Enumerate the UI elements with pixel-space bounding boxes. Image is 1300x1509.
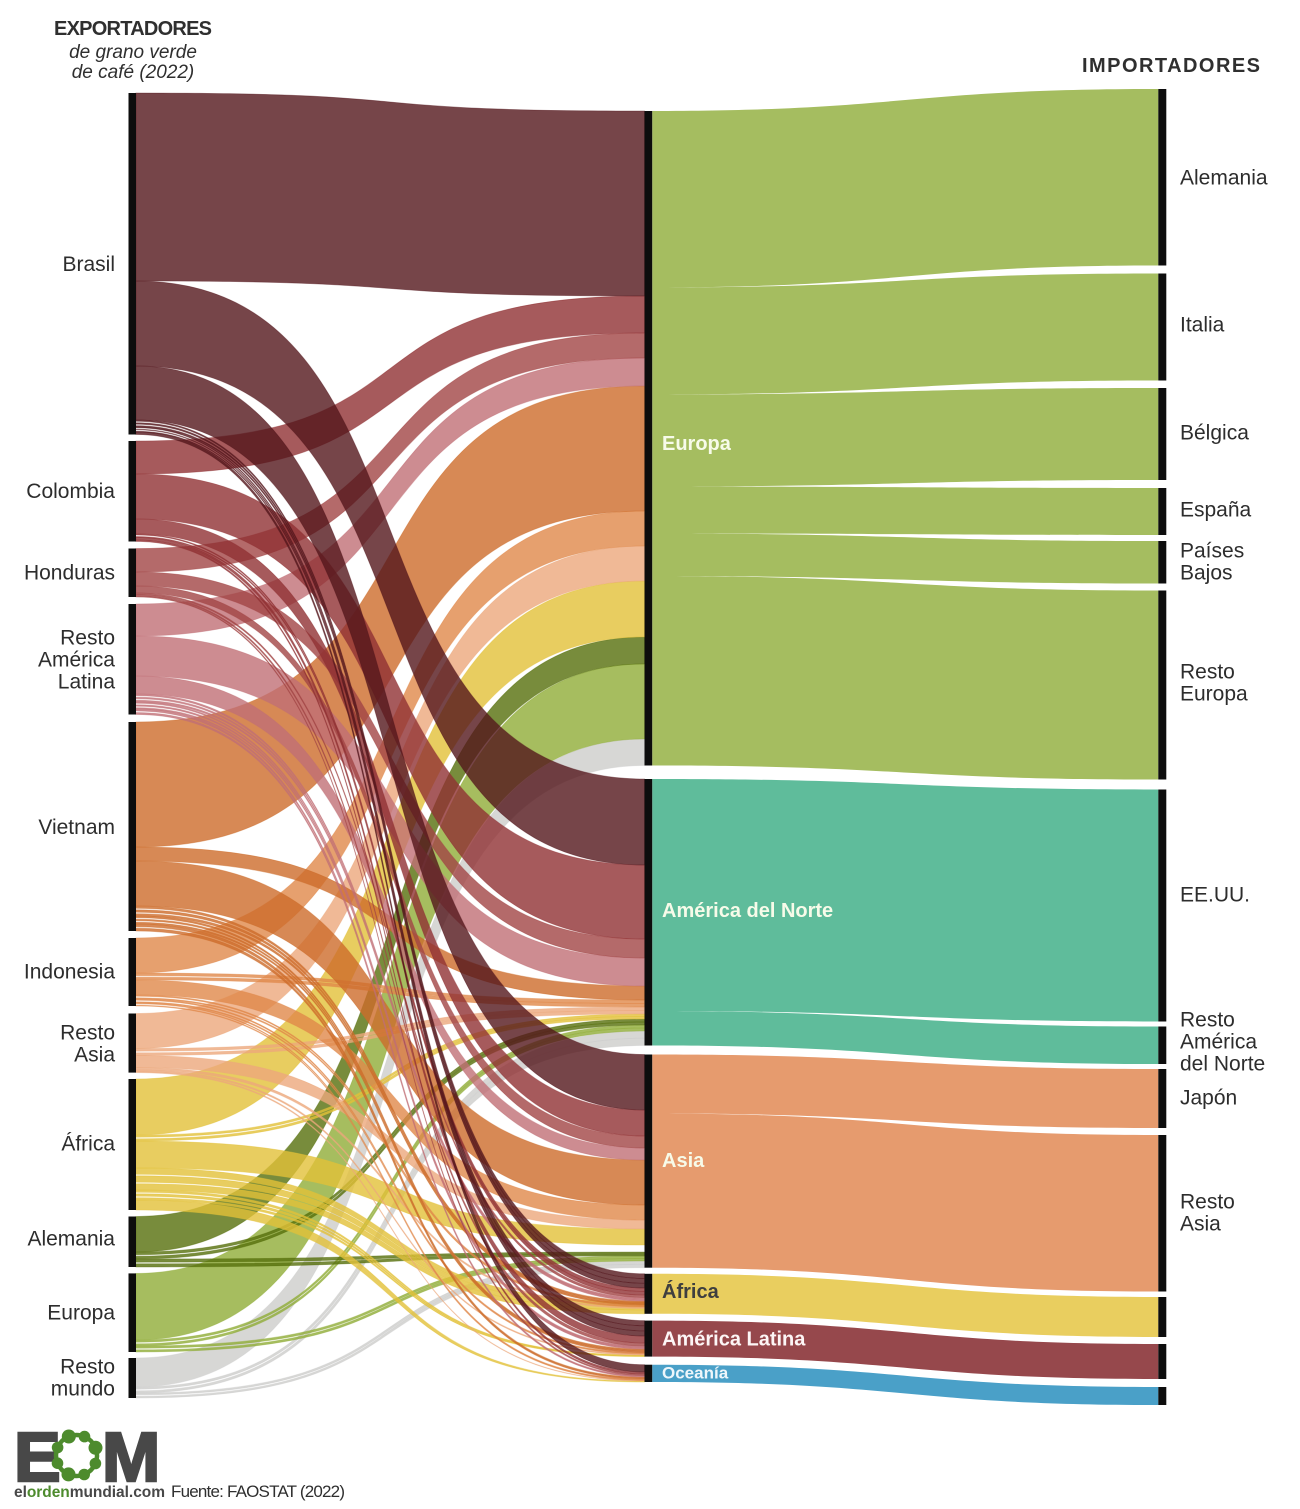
svg-text:Resto: Resto — [60, 1021, 115, 1044]
svg-text:M: M — [102, 1418, 160, 1496]
svg-text:elordenmundial.com: elordenmundial.com — [14, 1484, 165, 1501]
svg-text:Bélgica: Bélgica — [1180, 421, 1249, 444]
svg-text:mundo: mundo — [51, 1377, 115, 1400]
svg-text:Resto: Resto — [1180, 1190, 1235, 1213]
svg-text:Honduras: Honduras — [24, 561, 115, 584]
svg-text:Resto: Resto — [60, 1355, 115, 1378]
svg-text:IMPORTADORES: IMPORTADORES — [1082, 55, 1260, 77]
svg-text:América: América — [38, 648, 115, 671]
svg-text:Fuente: FAOSTAT (2022): Fuente: FAOSTAT (2022) — [171, 1482, 345, 1501]
svg-text:Latina: Latina — [58, 670, 116, 693]
svg-text:del Norte: del Norte — [1180, 1052, 1265, 1075]
svg-text:Colombia: Colombia — [26, 480, 115, 503]
svg-text:Japón: Japón — [1180, 1086, 1237, 1109]
svg-text:América Latina: América Latina — [662, 1329, 806, 1351]
svg-text:África: África — [61, 1132, 115, 1155]
svg-text:África: África — [662, 1280, 720, 1303]
svg-text:Asia: Asia — [74, 1043, 115, 1066]
svg-text:Europa: Europa — [1180, 682, 1248, 705]
svg-text:EE.UU.: EE.UU. — [1180, 883, 1250, 906]
svg-text:América: América — [1180, 1030, 1257, 1053]
svg-text:Alemania: Alemania — [27, 1227, 115, 1250]
svg-text:de grano verde: de grano verde — [69, 42, 197, 63]
svg-text:Resto: Resto — [1180, 660, 1235, 683]
svg-text:Brasil: Brasil — [62, 253, 115, 276]
svg-text:Europa: Europa — [662, 433, 732, 455]
svg-text:Oceanía: Oceanía — [662, 1364, 729, 1383]
svg-text:EXPORTADORES: EXPORTADORES — [54, 18, 212, 40]
svg-text:E: E — [14, 1418, 61, 1496]
svg-text:Bajos: Bajos — [1180, 561, 1233, 584]
svg-text:Asia: Asia — [1180, 1212, 1221, 1235]
svg-text:España: España — [1180, 498, 1252, 521]
svg-text:Indonesia: Indonesia — [24, 960, 115, 983]
svg-text:Europa: Europa — [47, 1301, 115, 1324]
svg-text:América del Norte: América del Norte — [662, 900, 833, 922]
svg-text:de café (2022): de café (2022) — [72, 62, 195, 83]
svg-text:Asia: Asia — [662, 1150, 705, 1172]
svg-text:Vietnam: Vietnam — [38, 816, 115, 839]
svg-text:Alemania: Alemania — [1180, 166, 1268, 189]
svg-text:Italia: Italia — [1180, 313, 1225, 336]
svg-text:Países: Países — [1180, 539, 1244, 562]
svg-text:Resto: Resto — [1180, 1008, 1235, 1031]
svg-text:Resto: Resto — [60, 626, 115, 649]
